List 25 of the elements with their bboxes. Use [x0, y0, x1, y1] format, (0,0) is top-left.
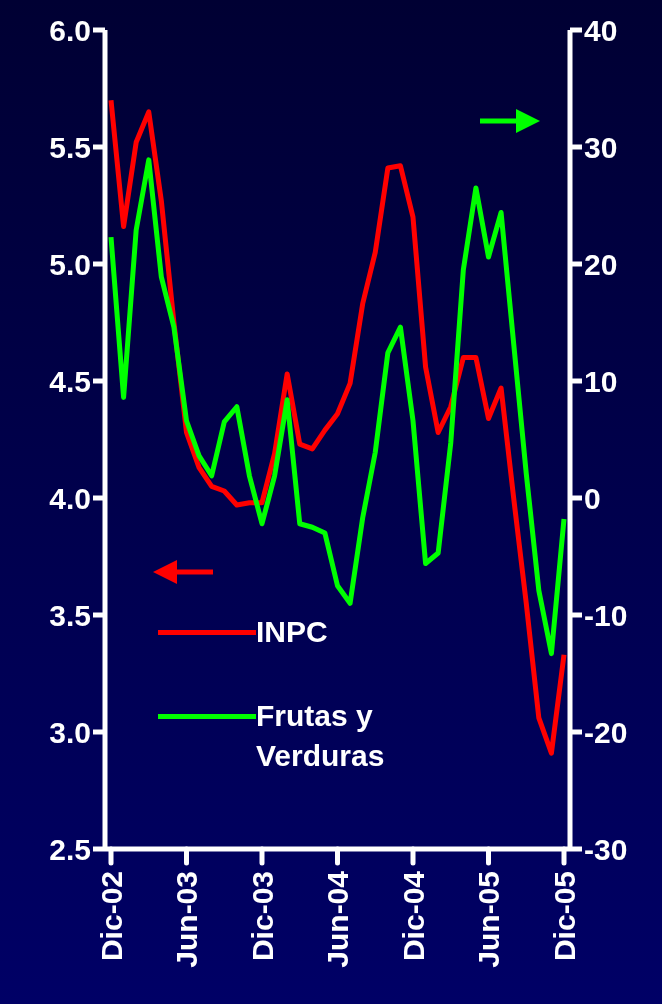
y-tick-label: 4.5 — [49, 364, 91, 398]
y2-tick-label: -30 — [584, 832, 628, 866]
x-tick-label: Dic-05 — [547, 871, 581, 962]
y-tick-label: 5.0 — [49, 247, 91, 281]
legend-label: INPC — [256, 614, 329, 650]
x-tick-label: Jun-05 — [472, 871, 505, 968]
x-tick-label: Dic-04 — [396, 870, 430, 962]
y2-tick-label: 30 — [584, 130, 618, 164]
y-tick-label: 6.0 — [49, 13, 91, 47]
y-tick-label: 4.0 — [49, 481, 91, 515]
x-tick-label: Dic-03 — [245, 871, 279, 962]
y-tick-label: 3.0 — [49, 715, 91, 749]
legend-label: Frutas y Verduras — [256, 698, 386, 774]
x-tick-label: Dic-02 — [94, 871, 128, 962]
y2-tick-label: 10 — [584, 364, 618, 398]
y2-tick-label: -10 — [584, 598, 628, 632]
y-tick-label: 5.5 — [49, 130, 91, 164]
y2-tick-label: -20 — [584, 715, 628, 749]
x-tick-label: Jun-04 — [321, 870, 354, 968]
y2-tick-label: 40 — [584, 13, 618, 47]
x-tick-label: Jun-03 — [170, 871, 203, 968]
y2-tick-label: 0 — [584, 481, 601, 515]
y-tick-label: 2.5 — [49, 832, 91, 866]
y-tick-label: 3.5 — [49, 598, 91, 632]
y2-tick-label: 20 — [584, 247, 618, 281]
